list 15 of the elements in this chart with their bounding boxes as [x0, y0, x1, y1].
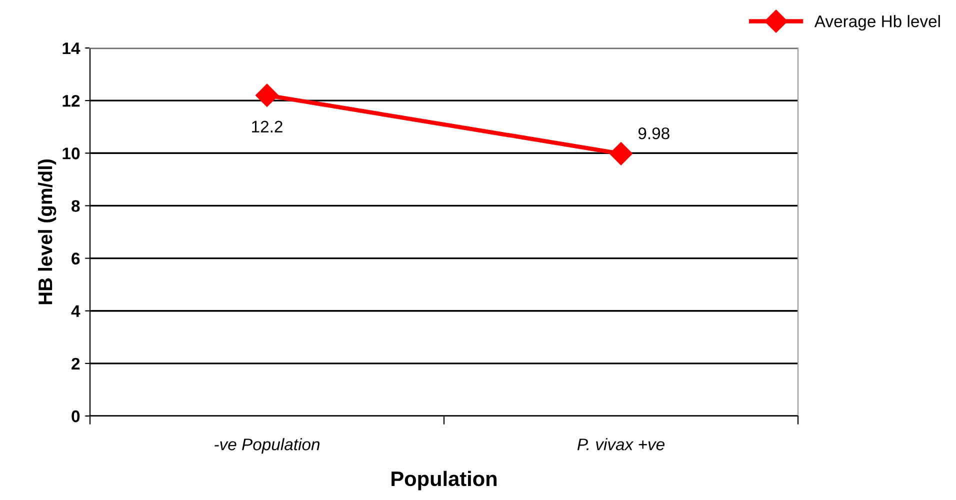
- y-tick-label: 12: [62, 94, 80, 107]
- y-tick-label: 8: [72, 200, 80, 212]
- x-tick-label: P. vivax +ve: [577, 438, 664, 450]
- y-tick-label: 2: [72, 358, 80, 370]
- data-label: 12.2: [252, 120, 282, 132]
- x-tick-label: -ve Population: [214, 438, 320, 454]
- y-tick-label: 10: [62, 148, 80, 160]
- y-tick-label: 14: [62, 42, 80, 54]
- y-tick-label: 4: [71, 305, 80, 317]
- data-label: 9.98: [638, 127, 670, 140]
- x-axis-title: Population: [392, 470, 497, 490]
- y-tick-label: 6: [72, 252, 80, 264]
- y-axis-title: HB level (gm/dl): [38, 159, 56, 304]
- legend-label: Average Hb level: [814, 15, 940, 31]
- y-tick-label: 0: [72, 410, 80, 422]
